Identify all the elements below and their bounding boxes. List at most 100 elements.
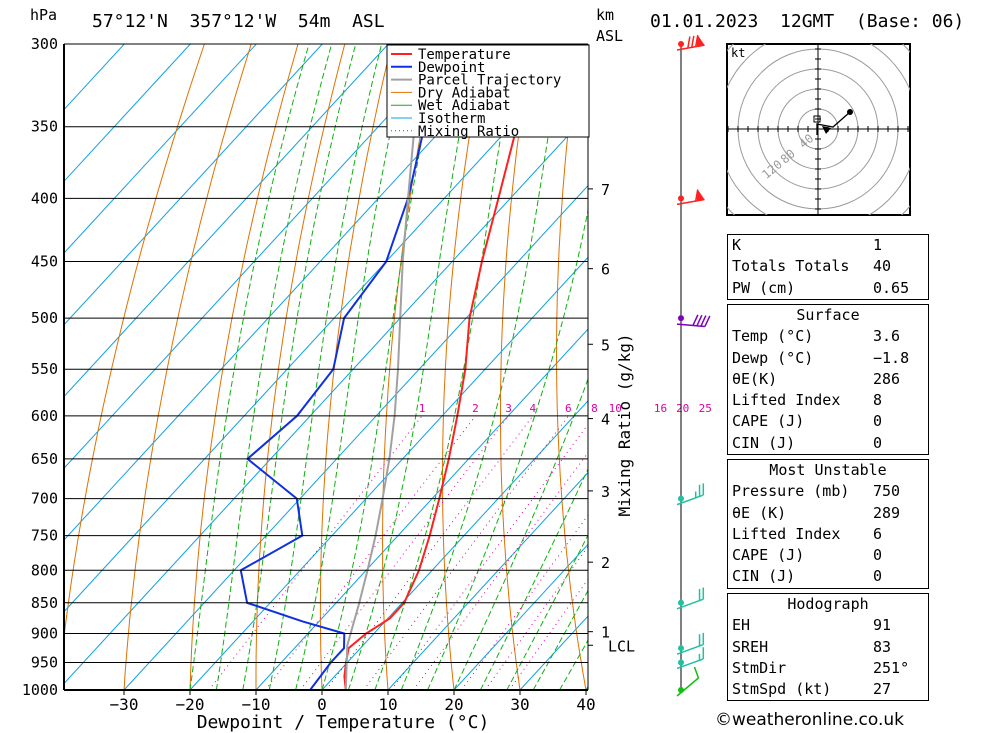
surface-label: CIN (J) [732,433,796,452]
dry-adiabat-line [123,44,252,690]
wind-barb-full [694,35,699,47]
km-tick-label: 1 [601,624,610,642]
pressure-label: 1000 [22,681,58,699]
temperature-tick-label: −30 [110,695,139,714]
wind-barb [676,587,705,610]
mixing-ratio-label: 6 [565,402,572,415]
most-unstable-label: θE (K) [732,503,787,522]
most-unstable-value: 6 [873,524,883,543]
wet-adiabat-line [242,44,357,690]
dewpoint-line [239,44,456,690]
pressure-label: 400 [31,189,58,207]
dry-adiabat-line [500,44,533,690]
hodograph-label: EH [732,616,751,635]
isotherm-line [64,44,389,398]
isotherm-line [255,328,588,690]
pressure-label: 900 [31,624,58,642]
most-unstable-value: 0 [873,546,883,565]
pressure-unit-label: hPa [30,6,58,24]
hodograph-value: 251° [873,658,910,677]
dry-adiabat-line [381,44,439,690]
mixing-ratio-line [208,415,423,690]
km-tick-label: 2 [601,554,610,572]
isotherm-line [64,44,191,183]
most-unstable-row: CIN (J) 0 [728,566,928,587]
hodograph-value: 27 [873,680,892,699]
hodograph-row: StmSpd (kt) 27 [728,679,928,700]
hodograph-row: SREH 83 [728,637,928,658]
mixing-ratio-line [363,415,569,690]
footer-credit[interactable]: ©weatheronline.co.uk [715,710,905,730]
surface-label: Lifted Index [732,391,841,410]
wind-barb-full [696,314,703,327]
mixing-ratio-line [461,514,588,690]
wind-level-dot [678,495,684,502]
hodograph-table: Hodograph EH 91 SREH 83 StmDir 251° StmSpd … [727,593,929,702]
most-unstable-row: CAPE (J) 0 [728,545,928,566]
wind-barb-full [692,314,699,326]
pressure-label: 800 [31,561,58,579]
hodograph-trace [816,111,851,135]
surface-row: Dewp (°C) −1.8 [728,348,928,369]
wet-adiabat-line [479,467,588,690]
index-value: 0.65 [873,278,910,297]
most-unstable-table: Most Unstable Pressure (mb) 750 θE (K) 289… [727,459,929,589]
mixing-ratio-label: 2 [472,402,479,415]
most-unstable-row: θE (K) 289 [728,503,928,524]
mixing-ratio-label: 8 [591,402,598,415]
isotherm-line [64,44,323,326]
wind-barb-staff [676,598,704,610]
wind-barb [676,35,705,51]
isotherm-line [64,44,521,541]
km-tick-label: 4 [601,411,610,429]
surface-label: Dewp (°C) [732,348,814,367]
wet-adiabat-line [321,44,442,690]
wet-adiabat-line [532,589,588,690]
most-unstable-label: Pressure (mb) [732,482,850,501]
surface-value: 0 [873,412,883,431]
mixing-ratio-axis-title: Mixing Ratio (g/kg) [615,333,634,516]
surface-row: Lifted Index 8 [728,390,928,411]
wind-barb-staff [676,658,704,670]
pressure-label: 950 [31,653,58,671]
mixing-ratio-line [412,451,588,690]
hodograph-row: EH 91 [728,615,928,636]
wind-barb-staff [676,643,704,655]
pressure-label: 500 [31,309,58,327]
isotherm-line [64,44,125,111]
lcl-label: LCL [608,637,635,655]
mixing-ratio-line [390,423,588,690]
hodograph-surface-marker [813,115,821,123]
wind-barb-full [704,315,711,327]
most-unstable-row: Lifted Index 6 [728,524,928,545]
legend-box [386,44,590,138]
wind-barb [676,483,705,506]
wet-adiabat-line [506,534,588,690]
mixing-ratio-label: 25 [699,402,712,415]
surface-row: CIN (J) 0 [728,433,928,454]
wind-barb-full [687,36,691,49]
surface-value: −1.8 [873,348,910,367]
hodograph-label: StmDir [732,658,787,677]
wind-level-dot [678,41,684,47]
wind-barb-full [698,484,701,497]
legend-label: Parcel Trajectory [418,73,561,89]
mixing-ratio-label: 20 [676,402,689,415]
legend-label: Temperature [418,47,511,63]
mixing-ratio-line [484,545,588,690]
surface-value: 8 [873,391,883,410]
most-unstable-value: 289 [873,503,901,522]
surface-label: CAPE (J) [732,412,805,431]
wind-level-dot [678,195,684,202]
km-tick-label: 5 [601,336,610,354]
most-unstable-value: 0 [873,567,883,586]
location-title: 57°12'N 357°12'W 54m ASL [92,11,385,32]
wind-level-dot [678,659,684,666]
wet-adiabat-line [295,44,411,690]
pressure-label: 450 [31,253,58,271]
temperature-tick-label: 30 [510,695,529,714]
surface-value: 3.6 [873,327,901,346]
